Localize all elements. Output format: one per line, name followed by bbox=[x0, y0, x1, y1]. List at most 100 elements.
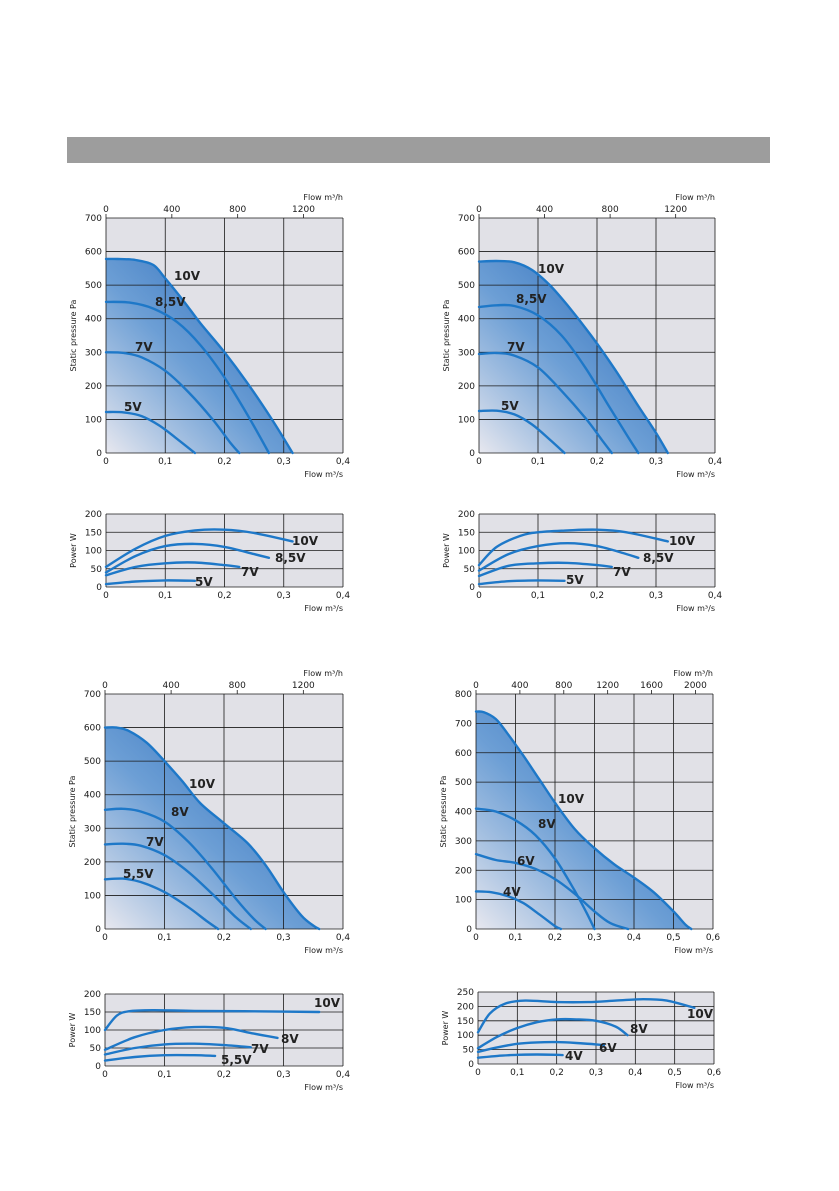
y-tick-label: 200 bbox=[85, 510, 102, 520]
x-tick-label: 0,1 bbox=[510, 1068, 524, 1078]
y-tick-label: 100 bbox=[85, 547, 102, 557]
y-tick-label: 300 bbox=[84, 824, 101, 834]
series-line-5V bbox=[477, 409, 566, 455]
y-tick-label: 200 bbox=[455, 866, 472, 876]
x-tick-label: 0,2 bbox=[590, 457, 604, 467]
series-line-10V bbox=[477, 259, 669, 455]
series-label: 6V bbox=[517, 854, 535, 868]
x-tick-label: 0 bbox=[102, 1070, 108, 1080]
x-tick-label: 0,4 bbox=[336, 457, 351, 467]
y-tick-label: 400 bbox=[455, 808, 472, 818]
x-tick-label: 0 bbox=[102, 933, 108, 943]
series-line-4V bbox=[474, 890, 563, 931]
x2-axis-label: Flow m³/h bbox=[675, 193, 715, 202]
y-tick-label: 700 bbox=[458, 214, 475, 224]
series-label: 10V bbox=[538, 262, 565, 276]
y-tick-label: 500 bbox=[455, 778, 472, 788]
x-tick-label: 0,4 bbox=[336, 1070, 351, 1080]
x-tick-label: 0,1 bbox=[158, 591, 172, 601]
y-tick-label: 150 bbox=[457, 1017, 474, 1027]
x-tick-label: 0,4 bbox=[627, 933, 642, 943]
series-line-7V bbox=[103, 1042, 252, 1056]
x2-tick-label: 2000 bbox=[684, 681, 707, 691]
series-line-8V bbox=[476, 1017, 629, 1050]
x-tick-label: 0,5 bbox=[666, 933, 680, 943]
x-tick-label: 0,4 bbox=[708, 591, 723, 601]
y-tick-label: 50 bbox=[464, 565, 476, 575]
series-label: 7V bbox=[146, 835, 164, 849]
x-tick-label: 0,6 bbox=[707, 1068, 722, 1078]
series-label: 10V bbox=[292, 534, 319, 548]
series-line-8-5V bbox=[477, 303, 640, 455]
y-tick-label: 200 bbox=[458, 510, 475, 520]
series-label: 8,5V bbox=[643, 551, 674, 565]
series-label: 10V bbox=[669, 534, 696, 548]
y-tick-label: 800 bbox=[455, 690, 472, 700]
series-label: 10V bbox=[189, 777, 216, 791]
series-label: 7V bbox=[241, 565, 259, 579]
y-tick-label: 200 bbox=[84, 858, 101, 868]
y-tick-label: 150 bbox=[85, 528, 102, 538]
x-tick-label: 0,4 bbox=[628, 1068, 643, 1078]
x-tick-label: 0 bbox=[103, 591, 109, 601]
x2-axis-label: Flow m³/h bbox=[303, 669, 343, 678]
x-tick-label: 0,3 bbox=[276, 933, 290, 943]
series-label: 8V bbox=[630, 1022, 648, 1036]
y-tick-label: 0 bbox=[95, 925, 101, 935]
x-tick-label: 0,6 bbox=[706, 933, 721, 943]
x-tick-label: 0,4 bbox=[708, 457, 723, 467]
series-line-10V bbox=[477, 528, 669, 567]
x-tick-label: 0,3 bbox=[277, 591, 291, 601]
y-tick-label: 700 bbox=[84, 690, 101, 700]
x2-tick-label: 400 bbox=[163, 205, 180, 215]
series-line-6V bbox=[474, 852, 630, 931]
x-tick-label: 0,1 bbox=[531, 457, 545, 467]
y-tick-label: 0 bbox=[95, 1062, 101, 1072]
y-tick-label: 300 bbox=[458, 348, 475, 358]
y-tick-label: 500 bbox=[84, 757, 101, 767]
y-tick-label: 600 bbox=[455, 749, 472, 759]
series-line-7V bbox=[103, 842, 252, 931]
y-tick-label: 0 bbox=[468, 1060, 474, 1070]
y-tick-label: 600 bbox=[85, 248, 102, 258]
chart-B-power: 0 0,1 0,2 0,3 0,4 0 50 100 150 200 Flow m³/s Power … bbox=[442, 510, 722, 613]
y-tick-label: 300 bbox=[455, 837, 472, 847]
series-label: 8,5V bbox=[275, 551, 306, 565]
x2-tick-label: 400 bbox=[511, 681, 528, 691]
y-tick-label: 100 bbox=[458, 547, 475, 557]
x2-axis-label: Flow m³/h bbox=[303, 193, 343, 202]
chart-D-power: 0 0,1 0,2 0,3 0,4 0,5 0,6 0 50 100 150 200 250 Flow m… bbox=[441, 988, 721, 1090]
x-tick-label: 0,3 bbox=[277, 457, 291, 467]
x-axis-label: Flow m³/s bbox=[676, 604, 715, 613]
x-tick-label: 0,2 bbox=[548, 933, 562, 943]
x-tick-label: 0,3 bbox=[649, 591, 663, 601]
y-tick-label: 500 bbox=[458, 281, 475, 291]
y-tick-label: 100 bbox=[457, 1031, 474, 1041]
y-axis-label: Power W bbox=[442, 533, 451, 568]
series-line-7V bbox=[104, 561, 241, 577]
series-label: 5,5V bbox=[221, 1053, 252, 1067]
y-tick-label: 0 bbox=[466, 925, 472, 935]
series-label: 5V bbox=[501, 399, 519, 413]
x-axis-label: Flow m³/s bbox=[304, 946, 343, 955]
y-axis-label: Static pressure Pa bbox=[68, 775, 77, 847]
y-tick-label: 150 bbox=[458, 528, 475, 538]
series-label: 8,5V bbox=[155, 295, 186, 309]
y-tick-label: 0 bbox=[96, 583, 102, 593]
x2-tick-label: 0 bbox=[476, 205, 482, 215]
series-line-10V bbox=[103, 1008, 321, 1032]
series-line-8-5V bbox=[104, 300, 271, 455]
y-tick-label: 600 bbox=[458, 248, 475, 258]
x-axis-label: Flow m³/s bbox=[304, 470, 343, 479]
y-tick-label: 0 bbox=[469, 449, 475, 459]
y-tick-label: 400 bbox=[458, 315, 475, 325]
x2-tick-label: 1200 bbox=[596, 681, 619, 691]
x-tick-label: 0,2 bbox=[550, 1068, 564, 1078]
series-line-10V bbox=[474, 710, 693, 931]
y-axis-label: Power W bbox=[68, 1013, 77, 1048]
x-tick-label: 0,2 bbox=[590, 591, 604, 601]
series-line-7V bbox=[477, 351, 613, 455]
